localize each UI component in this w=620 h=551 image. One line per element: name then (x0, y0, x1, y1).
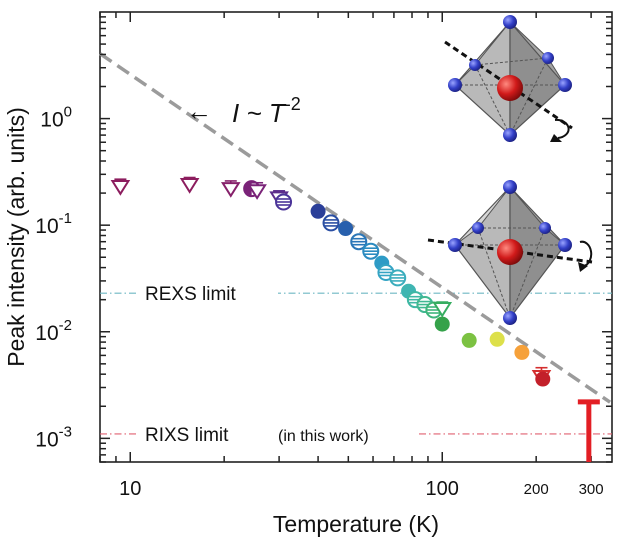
data-point (220, 180, 241, 198)
data-point (350, 233, 368, 251)
point-marker (310, 203, 326, 219)
data-point (310, 203, 326, 219)
point-marker (220, 182, 241, 198)
data-point (338, 221, 354, 237)
reference-label-backdrop (138, 280, 278, 305)
y-axis-title: Peak intensity (arb. units) (3, 107, 29, 367)
data-point (577, 399, 600, 462)
y-tick-exponent: -3 (59, 423, 72, 440)
svg-text:Peak intensity (arb. units): Peak intensity (arb. units) (3, 107, 29, 367)
point-marker (535, 371, 551, 387)
data-point (434, 316, 450, 332)
x-tick-label: 200 (524, 481, 549, 498)
power-law-line (99, 52, 612, 404)
point-marker (434, 316, 450, 332)
data-point (179, 176, 200, 194)
point-marker (432, 301, 453, 318)
octahedron-inset-top (444, 15, 573, 142)
y-tick-label: 10-2 (35, 317, 72, 345)
data-point (247, 181, 267, 200)
point-marker (461, 332, 477, 348)
data-point (489, 331, 505, 347)
y-tick-exponent: 0 (64, 104, 72, 121)
y-tick-base: 10 (35, 428, 58, 451)
reference-label: REXS limit (145, 284, 237, 305)
point-marker (179, 178, 200, 194)
y-tick-label: 10-1 (35, 210, 72, 238)
data-points (110, 176, 600, 462)
octahedron-inset-bottom (427, 180, 593, 325)
x-axis: 10 100 200 300 (99, 12, 604, 500)
reference-sublabel: (in this work) (278, 428, 369, 445)
plot-frame (99, 11, 613, 463)
data-point (362, 242, 380, 260)
reference-label-backdrop (138, 420, 418, 445)
power-law-label: I ~ T-2 (232, 94, 301, 128)
y-tick-base: 10 (35, 215, 58, 238)
x-tick-label: 100 (426, 478, 459, 500)
power-law-fit: ← I ~ T-2 (99, 52, 612, 404)
point-marker (110, 180, 131, 196)
data-point (389, 269, 407, 287)
data-point (322, 214, 340, 232)
data-point (432, 301, 453, 318)
x-tick-label: 300 (579, 481, 604, 498)
power-law-arrow: ← (186, 96, 212, 126)
data-point (110, 178, 131, 196)
y-tick-exponent: -1 (59, 210, 72, 227)
y-tick-label: 10-3 (35, 423, 72, 451)
power-law-label-exponent: -2 (285, 94, 301, 114)
data-point (514, 344, 530, 360)
data-point (461, 332, 477, 348)
point-marker (489, 331, 505, 347)
reference-lines: REXS limit RIXS limit (in this work) (100, 280, 612, 446)
point-marker (338, 221, 354, 237)
y-tick-exponent: -2 (59, 317, 72, 334)
data-point (275, 193, 293, 211)
power-law-label-base: I ~ T (232, 98, 287, 128)
data-point (535, 371, 551, 387)
x-tick-label: 10 (119, 478, 141, 500)
y-tick-base: 10 (35, 322, 58, 345)
y-tick-label: 100 (40, 104, 72, 132)
point-marker (247, 184, 267, 200)
point-marker (514, 344, 530, 360)
reference-label: RIXS limit (145, 425, 229, 446)
y-tick-base: 10 (40, 109, 63, 132)
x-axis-title: Temperature (K) (273, 511, 439, 537)
